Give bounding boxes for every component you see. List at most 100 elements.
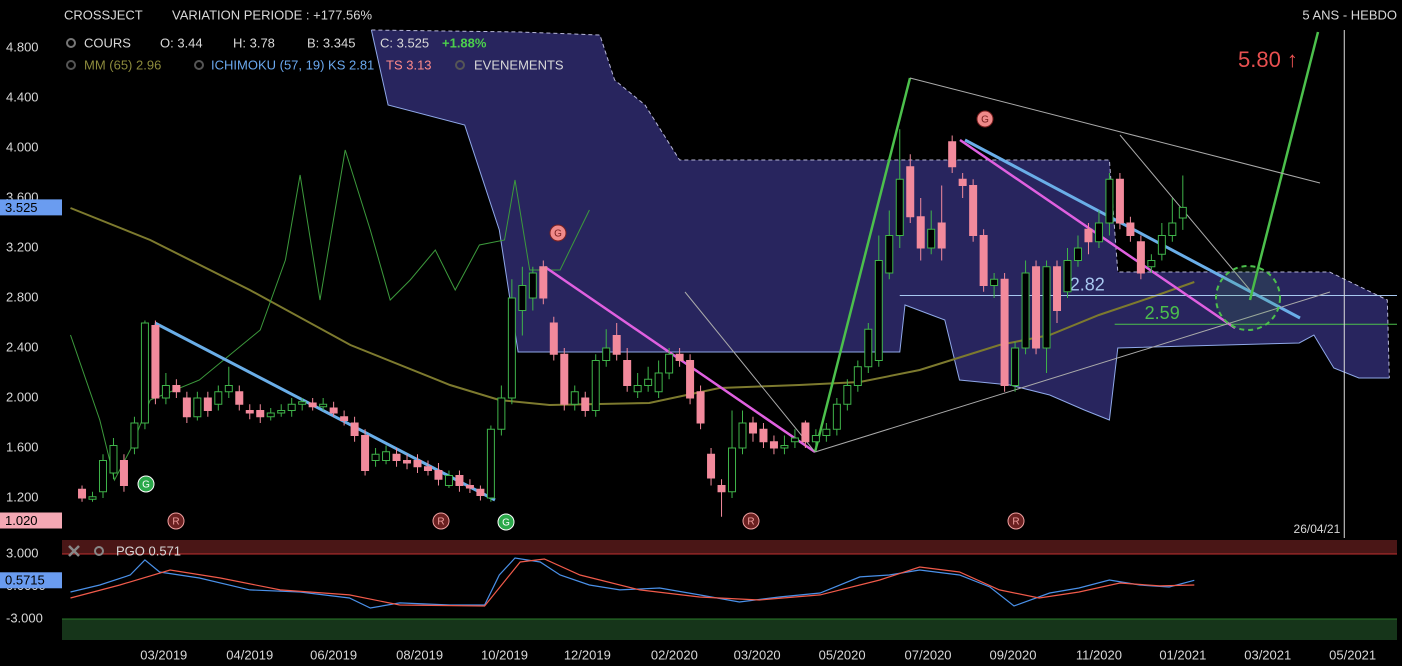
overbought-zone xyxy=(62,540,1397,554)
candle-body xyxy=(78,488,87,499)
candle-body xyxy=(801,422,810,443)
legend-close: C: 3.525 xyxy=(380,35,429,50)
candle-body xyxy=(245,410,254,414)
candle-body xyxy=(497,397,506,430)
candle-body xyxy=(371,453,380,461)
candle-body xyxy=(560,353,569,405)
x-tick-label: 06/2019 xyxy=(310,647,357,662)
candle-body xyxy=(853,366,862,386)
date-marker-label: 26/04/21 xyxy=(1294,522,1341,536)
candle-body xyxy=(916,216,925,249)
event-label: R xyxy=(747,517,754,528)
y-tick-label: 4.800 xyxy=(6,39,39,54)
variation: VARIATION PERIODE : +177.56% xyxy=(172,7,372,22)
candle-body xyxy=(895,178,904,236)
candle-body xyxy=(1157,235,1166,255)
event-marker xyxy=(137,475,155,493)
candle-body xyxy=(728,447,737,493)
gear-icon[interactable] xyxy=(455,60,465,70)
event-marker xyxy=(742,512,760,530)
candle-body xyxy=(214,391,223,405)
y-tick-label: 3.000 xyxy=(6,545,39,560)
candle-body xyxy=(675,353,684,361)
candle-body xyxy=(1126,222,1135,236)
candle-body xyxy=(403,460,412,464)
indicator-title: PGO 0.571 xyxy=(116,543,181,558)
candle-body xyxy=(822,428,831,436)
highlight-circle xyxy=(1215,265,1281,331)
event-label: R xyxy=(437,517,444,528)
front-layer: 2.82 2.59 26/04/21 1.200 1.600 2.000 2.400 2.80… xyxy=(0,39,1376,662)
candle-body xyxy=(769,441,778,449)
price-tag-label: 0.5715 xyxy=(5,573,45,588)
event-marker xyxy=(497,513,515,531)
candle-body xyxy=(319,403,328,408)
candle-body xyxy=(602,347,611,361)
cloud-upper xyxy=(371,29,1390,379)
price-tag-label: 3.525 xyxy=(5,200,38,215)
candle-body xyxy=(455,475,464,486)
candle-body xyxy=(277,410,286,414)
candle-body xyxy=(539,266,548,299)
candle-body xyxy=(413,460,422,468)
candle-body xyxy=(1094,222,1103,243)
gear-icon[interactable] xyxy=(66,38,76,48)
candle-body xyxy=(686,360,695,399)
candle-body xyxy=(256,410,265,418)
trend-line xyxy=(684,291,816,453)
legend-cours: COURS xyxy=(84,35,131,50)
candle-body xyxy=(287,403,296,411)
oversold-zone xyxy=(62,618,1397,640)
trend-line xyxy=(814,291,1331,453)
cloud-lower xyxy=(370,29,1390,421)
y-tick-label: 1.200 xyxy=(6,489,39,504)
candle-body xyxy=(266,412,275,418)
event-label: G xyxy=(142,480,150,491)
gear-icon[interactable] xyxy=(194,60,204,70)
x-tick-label: 01/2021 xyxy=(1159,647,1206,662)
x-tick-label: 11/2020 xyxy=(1076,647,1122,662)
x-tick-label: 05/2020 xyxy=(819,647,866,662)
trend-line xyxy=(1248,31,1320,301)
candle-body xyxy=(717,485,726,493)
candle-body xyxy=(790,437,799,443)
level-label: 2.82 xyxy=(1070,274,1105,294)
x-tick-label: 03/2021 xyxy=(1244,647,1291,662)
candle-body xyxy=(864,328,873,368)
candle-body xyxy=(780,445,789,449)
candle-body xyxy=(1073,247,1082,261)
candle-body xyxy=(958,178,967,186)
event-label: G xyxy=(502,518,510,529)
indicator-line xyxy=(70,557,1195,609)
candle-body xyxy=(382,451,391,461)
gear-icon[interactable] xyxy=(66,60,76,70)
candle-body xyxy=(88,496,97,500)
candle-body xyxy=(423,466,432,471)
candle-body xyxy=(182,397,191,418)
candle-body xyxy=(434,470,443,480)
event-label: G xyxy=(981,115,989,126)
candle-body xyxy=(665,353,674,374)
symbol: CROSSJECT xyxy=(64,7,143,22)
candle-body xyxy=(235,391,244,405)
candle-body xyxy=(549,322,558,355)
candle-body xyxy=(969,185,978,236)
candle-body xyxy=(885,235,894,274)
legend-ts: TS 3.13 xyxy=(386,57,432,72)
candle-body xyxy=(1021,272,1030,349)
y-tick-label: 2.400 xyxy=(6,339,39,354)
price-tag xyxy=(0,572,62,589)
trend-line xyxy=(909,77,1321,184)
candle-body xyxy=(486,428,495,499)
candle-body xyxy=(476,488,485,496)
candle-body xyxy=(1147,260,1156,268)
period[interactable]: 5 ANS - HEBDO xyxy=(1302,7,1397,22)
y-tick-label: 4.000 xyxy=(6,139,39,154)
legend-high: H: 3.78 xyxy=(233,35,275,50)
event-marker xyxy=(1007,512,1025,530)
candle-body xyxy=(203,397,212,411)
y-tick-label: 4.400 xyxy=(6,89,39,104)
x-tick-label: 03/2020 xyxy=(734,647,781,662)
candle-body xyxy=(1011,347,1020,386)
candle-body xyxy=(811,435,820,443)
